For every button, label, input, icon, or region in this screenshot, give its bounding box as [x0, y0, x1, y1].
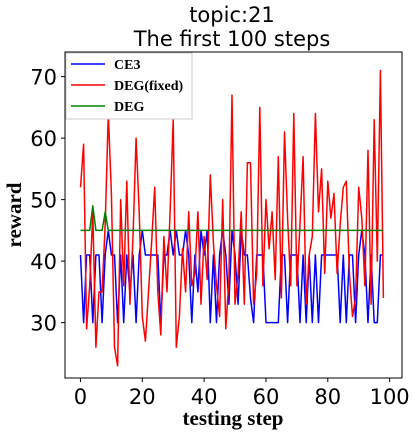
- y-axis-label: reward: [2, 182, 26, 247]
- axis-ticks: 0 20 40 60 80 100 30 40 50 60 70: [30, 66, 409, 409]
- legend-label-deg: DEG: [114, 100, 144, 115]
- y-tick-label: 30: [30, 312, 57, 336]
- y-tick-label: 50: [30, 189, 57, 213]
- x-tick-label: 60: [253, 385, 280, 409]
- chart-title: topic:21: [189, 3, 275, 27]
- series-line-deg: [80, 205, 384, 232]
- y-tick-label: 40: [30, 250, 57, 274]
- x-axis-label: testing step: [183, 406, 284, 430]
- series-lines: [79, 69, 385, 367]
- legend-label-deg-fixed: DEG(fixed): [114, 79, 184, 94]
- x-tick-label: 80: [314, 385, 341, 409]
- x-tick-label: 0: [74, 385, 87, 409]
- x-tick-label: 100: [370, 385, 410, 409]
- plot-frame: [64, 51, 403, 379]
- x-tick-label: 20: [129, 385, 156, 409]
- y-tick-label: 70: [30, 66, 57, 90]
- x-tick-label: 40: [191, 385, 218, 409]
- legend-label-ce3: CE3: [114, 58, 140, 73]
- series-line-deg-fixed: [79, 69, 385, 367]
- series-line-ce3: [79, 229, 384, 324]
- chart-subtitle: The first 100 steps: [133, 27, 331, 51]
- y-tick-label: 60: [30, 127, 57, 151]
- legend: CE3 DEG(fixed) DEG: [65, 52, 193, 120]
